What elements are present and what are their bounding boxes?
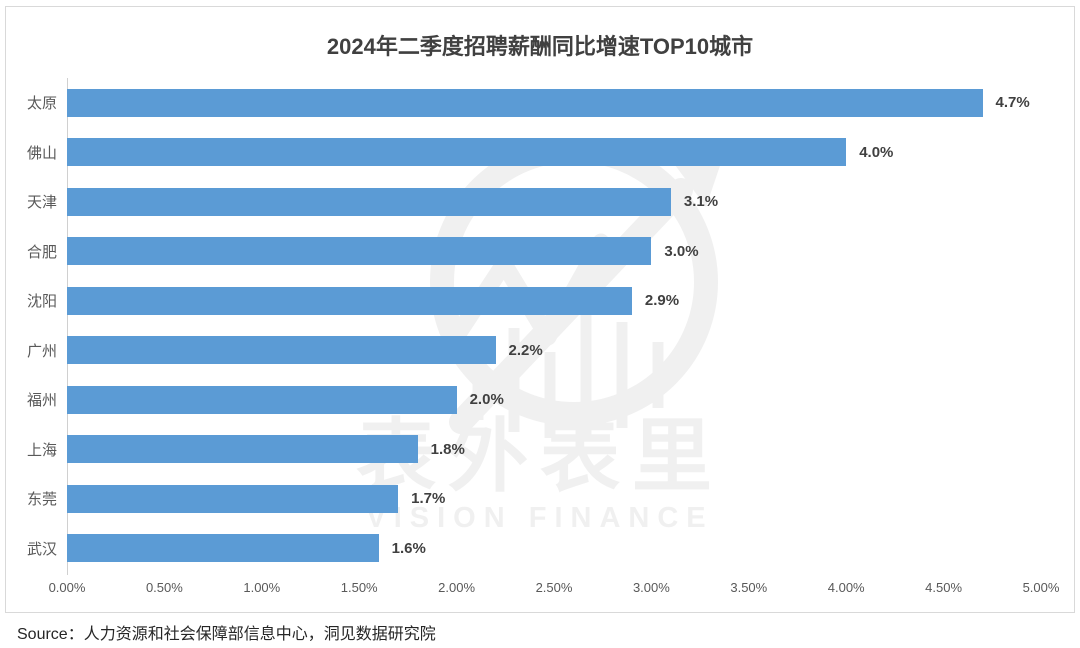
value-label: 2.9% [644, 292, 680, 310]
bar-track: 3.1% [67, 187, 1041, 216]
bar-track: 3.0% [67, 237, 1041, 266]
x-axis-tick-label: 3.50% [730, 580, 768, 595]
bar-track: 1.7% [67, 484, 1041, 513]
x-axis-tick-label: 4.00% [827, 580, 865, 595]
category-label: 福州 [26, 392, 57, 410]
bar-row: 武汉 1.6% [6, 524, 1074, 574]
bar-track: 2.0% [67, 385, 1041, 414]
value-label: 1.6% [391, 539, 426, 557]
bar-row: 福州 2.0% [6, 375, 1074, 425]
source-note: Source：人力资源和社会保障部信息中心，洞见数据研究院 [17, 626, 436, 643]
x-axis-tick-label: 1.50% [340, 580, 378, 595]
x-axis-tick-label: 2.00% [438, 580, 476, 595]
chart-title: 2024年二季度招聘薪酬同比增速TOP10城市 [326, 34, 754, 59]
bar [67, 484, 399, 513]
x-axis-tick-label: 0.00% [48, 580, 86, 595]
x-axis-tick-label: 3.00% [632, 580, 670, 595]
bar [67, 385, 457, 414]
category-label: 太原 [26, 95, 57, 113]
category-label: 广州 [26, 342, 57, 360]
bar [67, 187, 671, 216]
bar [67, 138, 847, 167]
bar-row: 佛山 4.0% [6, 128, 1074, 178]
category-label: 沈阳 [26, 293, 57, 311]
bar-row: 广州 2.2% [6, 326, 1074, 376]
x-axis-tick-label: 5.00% [1022, 580, 1060, 595]
value-label: 4.7% [995, 94, 1030, 112]
bar [67, 88, 983, 117]
x-axis-tick-label: 1.00% [243, 580, 281, 595]
bar-track: 2.9% [67, 286, 1041, 315]
value-label: 3.0% [664, 242, 699, 260]
bar [67, 336, 496, 365]
bar-row: 东莞 1.7% [6, 474, 1074, 524]
bar [67, 534, 379, 563]
bar-row: 沈阳 2.9% [6, 276, 1074, 326]
category-label: 上海 [26, 441, 57, 459]
value-label: 4.0% [859, 143, 894, 161]
chart-card: 2024年二季度招聘薪酬同比增速TOP10城市 表外表里 VISION FINA… [5, 6, 1075, 613]
category-label: 东莞 [26, 491, 57, 509]
bar [67, 435, 418, 464]
bar [67, 286, 632, 315]
bar-row: 上海 1.8% [6, 425, 1074, 475]
bar [67, 237, 652, 266]
category-label: 武汉 [26, 540, 57, 558]
bar-track: 1.8% [67, 435, 1041, 464]
bar-row: 天津 3.1% [6, 177, 1074, 227]
y-axis-line [67, 78, 68, 575]
bar-row: 太原 4.7% [6, 78, 1074, 128]
x-axis: 0.00% 0.50% 1.00% 1.50% 2.00% 2.50% 3.00… [49, 580, 1060, 598]
x-axis-tick-label: 4.50% [925, 580, 963, 595]
category-label: 天津 [26, 194, 57, 212]
value-label: 1.8% [430, 440, 465, 458]
value-label: 1.7% [411, 490, 446, 508]
x-axis-tick-label: 0.50% [145, 580, 183, 595]
value-label: 2.0% [469, 391, 504, 409]
value-label: 3.1% [683, 193, 719, 211]
bar-track: 2.2% [67, 336, 1041, 365]
bar-row: 合肥 3.0% [6, 227, 1074, 277]
bar-track: 1.6% [67, 534, 1041, 563]
bar-track: 4.0% [67, 138, 1041, 167]
category-label: 合肥 [26, 243, 57, 261]
category-label: 佛山 [26, 144, 57, 162]
x-axis-tick-label: 2.50% [535, 580, 573, 595]
plot-area: 太原 4.7% 佛山 4.0% 天津 3.1% 合肥 3.0% [6, 78, 1074, 598]
bar-track: 4.7% [67, 88, 1041, 117]
value-label: 2.2% [508, 341, 543, 359]
